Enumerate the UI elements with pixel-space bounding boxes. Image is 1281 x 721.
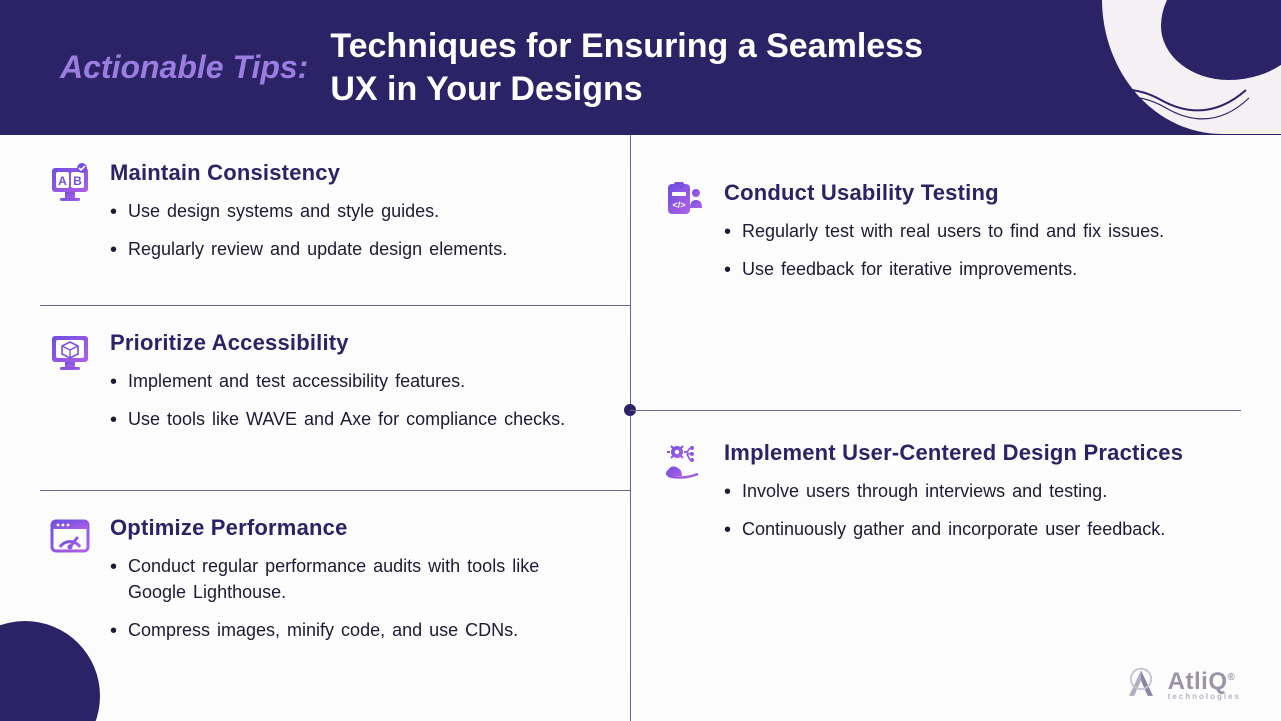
svg-text:A: A xyxy=(58,174,67,188)
section-performance: Optimize Performance Conduct regular per… xyxy=(48,515,590,655)
usability-test-icon: </> xyxy=(662,180,706,224)
section-usability-testing: </> Conduct Usability Testing Regularly … xyxy=(662,180,1164,294)
section-heading: Conduct Usability Testing xyxy=(724,180,1164,206)
bullet-item: Regularly test with real users to find a… xyxy=(724,218,1164,244)
bullet-item: Compress images, minify code, and use CD… xyxy=(110,617,590,643)
bullet-item: Use design systems and style guides. xyxy=(110,198,507,224)
ab-compare-icon: A B xyxy=(48,160,92,204)
section-accessibility: Prioritize Accessibility Implement and t… xyxy=(48,330,565,444)
bullet-list: Involve users through interviews and tes… xyxy=(724,478,1183,542)
left-divider-2 xyxy=(40,490,630,491)
bullet-item: Implement and test accessibility feature… xyxy=(110,368,565,394)
content-area: A B Maintain Consistency Use design syst… xyxy=(0,135,1281,721)
header-title: Techniques for Ensuring a Seamless UX in… xyxy=(330,25,950,110)
section-heading: Optimize Performance xyxy=(110,515,590,541)
svg-text:</>: </> xyxy=(672,200,685,210)
brand-logo: AtliQ® technologies xyxy=(1124,667,1241,701)
svg-text:B: B xyxy=(73,174,82,188)
vertical-divider xyxy=(630,135,631,721)
section-consistency: A B Maintain Consistency Use design syst… xyxy=(48,160,507,274)
bullet-item: Use tools like WAVE and Axe for complian… xyxy=(110,406,565,432)
bullet-list: Conduct regular performance audits with … xyxy=(110,553,590,643)
left-divider-1 xyxy=(40,305,630,306)
section-heading: Prioritize Accessibility xyxy=(110,330,565,356)
bullet-item: Regularly review and update design eleme… xyxy=(110,236,507,262)
right-divider xyxy=(630,410,1241,411)
bullet-item: Continuously gather and incorporate user… xyxy=(724,516,1183,542)
section-heading: Implement User-Centered Design Practices xyxy=(724,440,1183,466)
user-centered-icon xyxy=(662,440,706,484)
bullet-list: Regularly test with real users to find a… xyxy=(724,218,1164,282)
gauge-icon xyxy=(48,515,92,559)
section-user-centered: Implement User-Centered Design Practices… xyxy=(662,440,1183,554)
bullet-item: Use feedback for iterative improvements. xyxy=(724,256,1164,282)
header-accent-label: Actionable Tips: xyxy=(60,49,308,86)
3d-screen-icon xyxy=(48,330,92,374)
logo-mark-icon xyxy=(1124,667,1158,701)
bullet-item: Involve users through interviews and tes… xyxy=(724,478,1183,504)
bullet-list: Implement and test accessibility feature… xyxy=(110,368,565,432)
logo-wordmark: AtliQ® xyxy=(1168,668,1236,695)
logo-subtext: technologies xyxy=(1168,692,1241,701)
bullet-list: Use design systems and style guides. Reg… xyxy=(110,198,507,262)
decor-wave-top-right xyxy=(1071,70,1251,130)
section-heading: Maintain Consistency xyxy=(110,160,507,186)
bullet-item: Conduct regular performance audits with … xyxy=(110,553,590,605)
